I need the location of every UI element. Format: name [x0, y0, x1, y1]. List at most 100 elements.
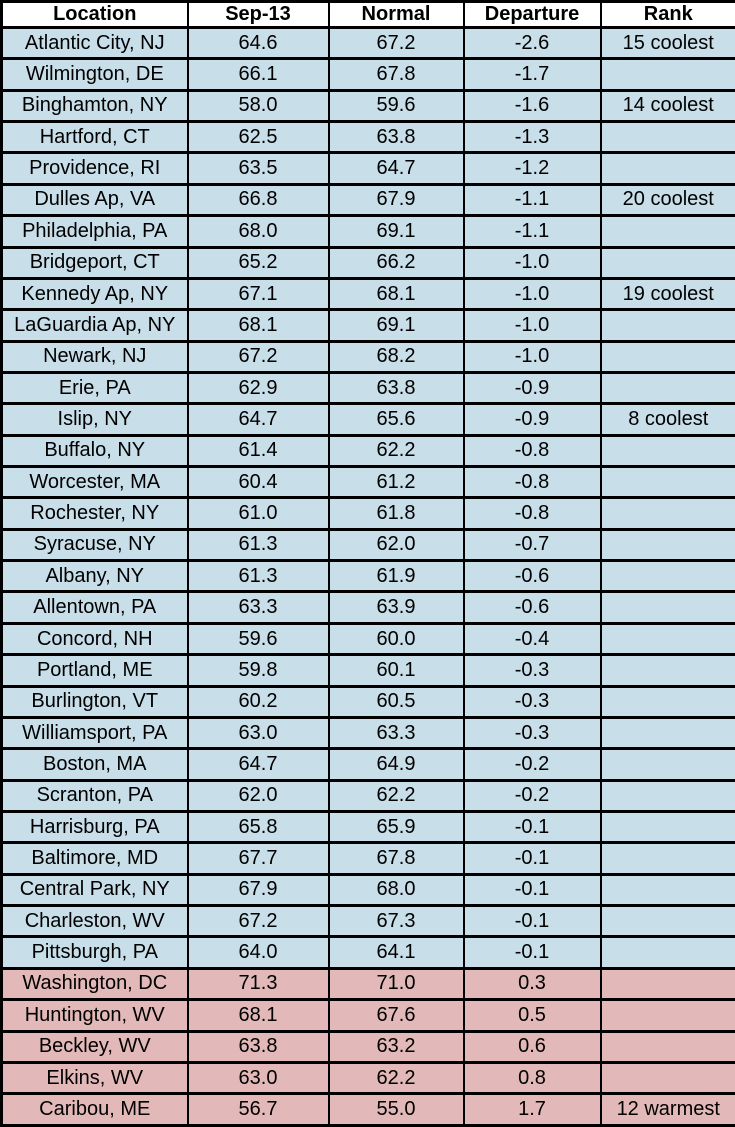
table-row: Baltimore, MD 67.7 67.8 -0.1 — [0, 841, 735, 876]
cell-rank: 15 coolest — [599, 25, 735, 61]
cell-departure: 0.6 — [462, 1029, 602, 1064]
table-header: Location Sep-13 Normal Departure Rank — [0, 0, 735, 29]
table-row: Kennedy Ap, NY 67.1 68.1 -1.0 19 coolest — [0, 276, 735, 312]
cell-sep13: 63.3 — [186, 590, 330, 625]
cell-departure: -1.1 — [462, 214, 602, 249]
cell-rank — [599, 120, 735, 155]
table-row: Dulles Ap, VA 66.8 67.9 -1.1 20 coolest — [0, 182, 735, 218]
cell-location: Providence, RI — [0, 151, 189, 186]
cell-sep13: 62.0 — [186, 778, 330, 814]
cell-normal: 71.0 — [327, 966, 465, 1002]
table-row: Albany, NY 61.3 61.9 -0.6 — [0, 559, 735, 594]
cell-departure: -0.8 — [462, 465, 602, 500]
cell-rank — [599, 339, 735, 374]
cell-normal: 68.2 — [327, 339, 465, 374]
cell-location: Bridgeport, CT — [0, 245, 189, 280]
cell-sep13: 67.2 — [186, 904, 330, 939]
table-row: LaGuardia Ap, NY 68.1 69.1 -1.0 — [0, 308, 735, 343]
cell-normal: 64.1 — [327, 935, 465, 970]
cell-rank — [599, 747, 735, 782]
table-row: Beckley, WV 63.8 63.2 0.6 — [0, 1029, 735, 1064]
cell-location: Dulles Ap, VA — [0, 182, 189, 218]
cell-location: Harrisburg, PA — [0, 809, 189, 845]
cell-normal: 67.8 — [327, 841, 465, 876]
table-row: Caribou, ME 56.7 55.0 1.7 12 warmest — [0, 1092, 735, 1127]
cell-departure: -1.2 — [462, 151, 602, 186]
cell-rank — [599, 998, 735, 1033]
cell-sep13: 68.1 — [186, 308, 330, 343]
table-row: Providence, RI 63.5 64.7 -1.2 — [0, 151, 735, 186]
cell-rank — [599, 308, 735, 343]
cell-sep13: 67.2 — [186, 339, 330, 374]
cell-sep13: 71.3 — [186, 966, 330, 1002]
cell-location: Buffalo, NY — [0, 433, 189, 469]
cell-location: Baltimore, MD — [0, 841, 189, 876]
cell-sep13: 68.0 — [186, 214, 330, 249]
cell-location: Erie, PA — [0, 370, 189, 406]
cell-sep13: 64.7 — [186, 402, 330, 437]
cell-departure: -0.2 — [462, 778, 602, 814]
cell-rank — [599, 841, 735, 876]
cell-departure: -1.1 — [462, 182, 602, 218]
cell-departure: -1.6 — [462, 88, 602, 124]
cell-departure: -0.3 — [462, 715, 602, 751]
cell-sep13: 64.7 — [186, 747, 330, 782]
cell-normal: 69.1 — [327, 308, 465, 343]
cell-normal: 68.0 — [327, 872, 465, 908]
cell-departure: -0.8 — [462, 433, 602, 469]
cell-location: Kennedy Ap, NY — [0, 276, 189, 312]
table-row: Syracuse, NY 61.3 62.0 -0.7 — [0, 527, 735, 563]
cell-location: Boston, MA — [0, 747, 189, 782]
cell-departure: -0.1 — [462, 904, 602, 939]
cell-rank — [599, 715, 735, 751]
cell-location: Washington, DC — [0, 966, 189, 1002]
cell-sep13: 62.9 — [186, 370, 330, 406]
table-row: Philadelphia, PA 68.0 69.1 -1.1 — [0, 214, 735, 249]
table-row: Harrisburg, PA 65.8 65.9 -0.1 — [0, 809, 735, 845]
cell-location: Beckley, WV — [0, 1029, 189, 1064]
cell-normal: 60.5 — [327, 684, 465, 719]
cell-departure: 0.5 — [462, 998, 602, 1033]
table-row: Elkins, WV 63.0 62.2 0.8 — [0, 1060, 735, 1096]
table-row: Binghamton, NY 58.0 59.6 -1.6 14 coolest — [0, 88, 735, 124]
cell-sep13: 63.8 — [186, 1029, 330, 1064]
cell-departure: -1.3 — [462, 120, 602, 155]
cell-departure: -1.7 — [462, 57, 602, 92]
cell-sep13: 66.1 — [186, 57, 330, 92]
table-row: Washington, DC 71.3 71.0 0.3 — [0, 966, 735, 1002]
cell-departure: -0.6 — [462, 559, 602, 594]
table-row: Portland, ME 59.8 60.1 -0.3 — [0, 653, 735, 688]
cell-departure: -1.0 — [462, 276, 602, 312]
cell-location: Atlantic City, NJ — [0, 25, 189, 61]
cell-rank — [599, 872, 735, 908]
cell-normal: 68.1 — [327, 276, 465, 312]
cell-rank — [599, 590, 735, 625]
cell-normal: 69.1 — [327, 214, 465, 249]
cell-location: Rochester, NY — [0, 496, 189, 531]
cell-location: Charleston, WV — [0, 904, 189, 939]
cell-departure: -0.1 — [462, 809, 602, 845]
table-row: Buffalo, NY 61.4 62.2 -0.8 — [0, 433, 735, 469]
column-header-departure: Departure — [462, 0, 602, 29]
cell-rank — [599, 684, 735, 719]
cell-sep13: 56.7 — [186, 1092, 330, 1127]
table-row: Atlantic City, NJ 64.6 67.2 -2.6 15 coolest — [0, 25, 735, 61]
cell-sep13: 64.6 — [186, 25, 330, 61]
cell-normal: 61.9 — [327, 559, 465, 594]
cell-sep13: 61.0 — [186, 496, 330, 531]
cell-normal: 62.2 — [327, 433, 465, 469]
cell-normal: 63.8 — [327, 120, 465, 155]
cell-departure: -0.1 — [462, 872, 602, 908]
table-row: Rochester, NY 61.0 61.8 -0.8 — [0, 496, 735, 531]
cell-normal: 55.0 — [327, 1092, 465, 1127]
cell-location: Burlington, VT — [0, 684, 189, 719]
cell-sep13: 64.0 — [186, 935, 330, 970]
cell-sep13: 59.8 — [186, 653, 330, 688]
cell-location: Hartford, CT — [0, 120, 189, 155]
cell-rank — [599, 370, 735, 406]
cell-location: Pittsburgh, PA — [0, 935, 189, 970]
cell-rank — [599, 151, 735, 186]
column-header-rank: Rank — [599, 0, 735, 29]
cell-rank — [599, 653, 735, 688]
